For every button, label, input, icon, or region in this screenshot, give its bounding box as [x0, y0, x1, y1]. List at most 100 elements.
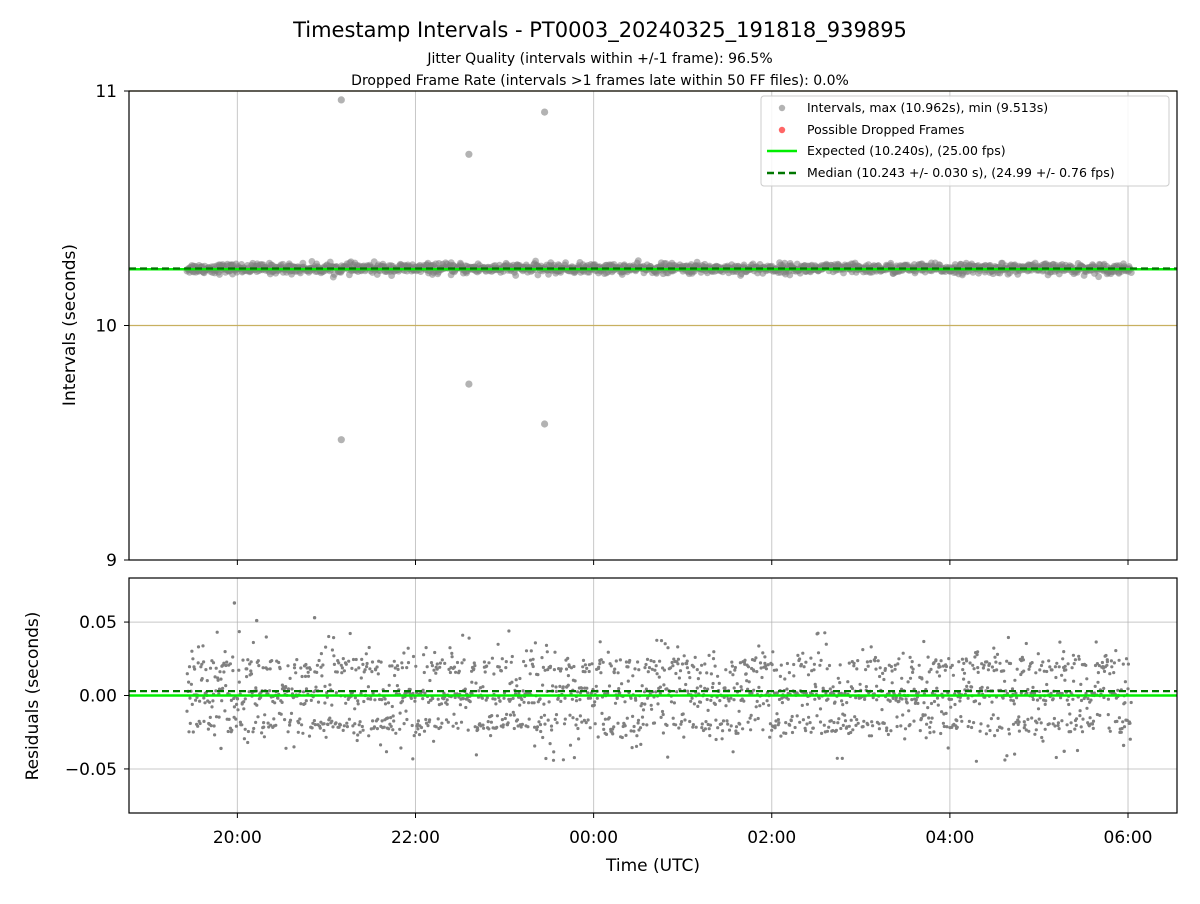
residual-point: [576, 726, 580, 731]
residual-point: [634, 744, 639, 749]
residual-point: [485, 664, 489, 668]
residual-point: [770, 728, 774, 732]
residual-point: [297, 721, 301, 725]
residual-point: [531, 664, 535, 669]
residual-point: [1074, 717, 1079, 721]
residual-point: [662, 668, 667, 672]
residual-point: [436, 697, 440, 701]
residual-point: [640, 715, 645, 719]
residuals-x-ticks: 20:00 22:00 00:00 02:00 04:00 06:00: [213, 813, 1153, 848]
residual-point: [568, 713, 572, 717]
residual-point: [379, 660, 383, 664]
residual-extreme-point: [1062, 749, 1066, 753]
residual-point: [812, 668, 816, 672]
residual-point: [539, 715, 543, 720]
residual-point: [242, 737, 246, 741]
residual-point: [301, 731, 305, 735]
residual-point: [965, 659, 969, 663]
residual-point: [357, 666, 361, 670]
intervals-y-tick-label: 10: [95, 317, 117, 337]
legend: Intervals, max (10.962s), min (9.513s) P…: [760, 95, 1170, 187]
residual-point: [196, 724, 200, 728]
residual-point: [929, 667, 933, 672]
residual-point: [414, 664, 418, 668]
residual-point: [657, 675, 661, 679]
residual-point: [295, 658, 299, 662]
residual-point: [980, 685, 984, 689]
residual-point: [659, 639, 664, 643]
residual-point: [1068, 712, 1072, 716]
residual-point: [586, 718, 590, 722]
residual-point: [240, 723, 244, 727]
residual-point: [761, 728, 765, 732]
residual-point: [635, 734, 639, 738]
residual-point: [698, 700, 703, 704]
residual-point: [603, 717, 608, 721]
residual-point: [644, 687, 649, 691]
residual-point: [935, 686, 939, 690]
residual-point: [563, 717, 567, 721]
residual-point: [494, 702, 498, 706]
x-tick-label: 00:00: [569, 828, 618, 848]
residual-point: [400, 661, 404, 665]
residual-point: [286, 664, 290, 668]
residual-extreme-point: [312, 616, 317, 620]
residual-point: [873, 659, 877, 663]
residual-point: [189, 682, 193, 686]
residual-point: [340, 666, 344, 670]
residual-point: [976, 650, 980, 654]
residual-point: [727, 728, 732, 732]
residual-point: [422, 729, 427, 733]
residual-point: [721, 729, 725, 733]
residual-point: [230, 728, 234, 732]
residual-point: [601, 722, 606, 726]
residual-point: [845, 701, 849, 705]
residual-point: [508, 713, 513, 717]
residual-point: [296, 730, 300, 734]
residual-point: [761, 651, 765, 655]
residual-point: [626, 679, 630, 683]
residual-point: [896, 662, 900, 666]
residual-point: [1094, 640, 1098, 644]
residual-point: [900, 697, 904, 701]
residual-point: [907, 709, 911, 713]
residual-point: [452, 712, 456, 716]
residual-point: [705, 671, 709, 675]
residual-point: [716, 674, 720, 678]
residual-point: [585, 686, 589, 690]
residual-point: [583, 670, 587, 674]
residual-point: [393, 666, 397, 670]
residual-point: [927, 670, 931, 674]
residual-point: [641, 722, 645, 726]
chart-title: Timestamp Intervals - PT0003_20240325_19…: [292, 18, 907, 43]
residual-point: [1006, 635, 1011, 640]
residual-point: [624, 733, 628, 738]
residual-point: [864, 668, 868, 672]
residual-point: [839, 726, 843, 731]
residual-point: [422, 670, 426, 675]
residual-point: [871, 696, 875, 700]
residual-point: [257, 664, 261, 668]
residual-point: [684, 682, 688, 687]
residual-point: [960, 719, 964, 723]
residual-point: [587, 663, 592, 667]
residual-point: [341, 657, 345, 661]
residual-point: [514, 678, 518, 682]
residual-point: [841, 703, 845, 707]
residual-point: [531, 657, 535, 661]
residual-point: [695, 686, 699, 690]
residual-point: [410, 723, 414, 728]
residual-point: [541, 735, 545, 740]
residual-point: [628, 658, 632, 663]
residual-point: [1062, 650, 1066, 654]
residual-point: [897, 699, 901, 703]
residual-point: [636, 718, 641, 722]
residual-point: [1121, 662, 1125, 666]
residual-point: [900, 676, 904, 680]
residual-point: [400, 666, 404, 670]
residuals-y-tick-label: 0.00: [79, 687, 117, 707]
residual-point: [925, 722, 929, 726]
residual-point: [882, 721, 886, 726]
residual-point: [710, 685, 715, 690]
residual-point: [262, 735, 266, 739]
